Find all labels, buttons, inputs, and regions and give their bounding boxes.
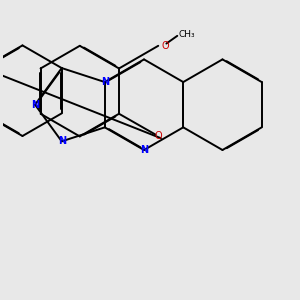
Text: N: N (101, 77, 109, 87)
Text: O: O (154, 131, 162, 141)
Text: CH₃: CH₃ (178, 30, 195, 39)
Text: N: N (31, 100, 39, 110)
Text: O: O (162, 41, 169, 51)
Text: N: N (58, 136, 66, 146)
Text: N: N (140, 145, 148, 155)
